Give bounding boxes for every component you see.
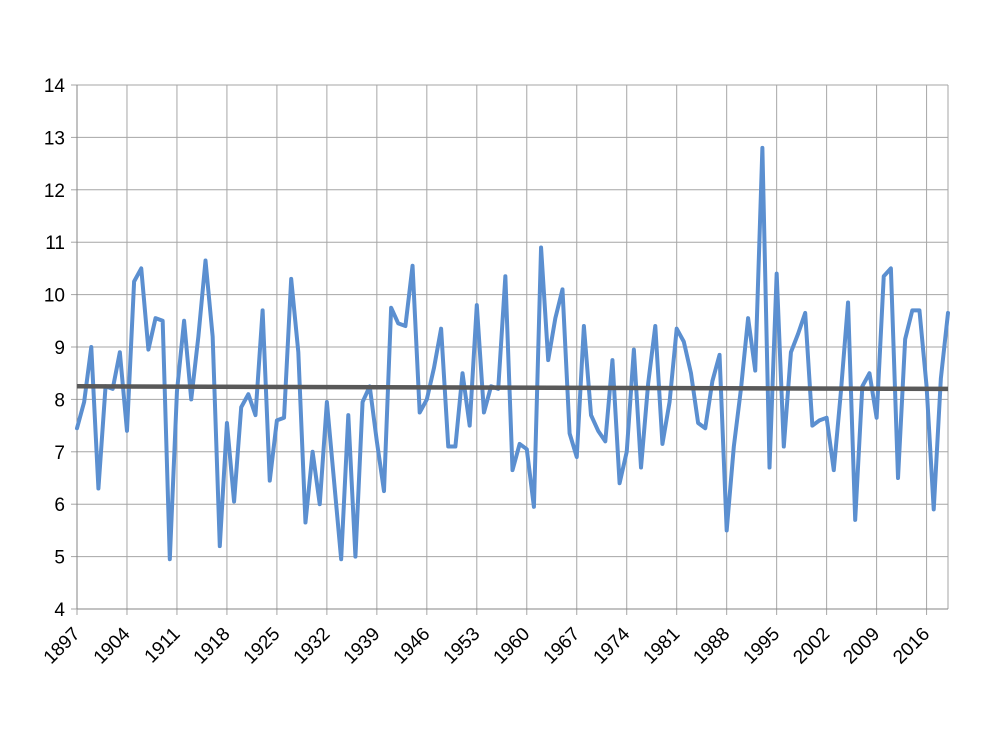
- x-tick-label: 1904: [90, 623, 135, 668]
- trend-line: [76, 384, 949, 392]
- x-tick-label: 2009: [839, 624, 884, 669]
- y-tick-label: 8: [54, 390, 65, 411]
- axes: [71, 84, 948, 615]
- x-tick-label: 1995: [739, 624, 784, 669]
- x-tick-label: 1932: [290, 624, 335, 669]
- y-tick-label: 11: [45, 233, 65, 254]
- x-tick-label: 2016: [889, 624, 934, 669]
- y-tick-label: 9: [54, 338, 65, 359]
- x-tick-label: 1981: [639, 624, 684, 669]
- y-tick-label: 6: [54, 495, 65, 516]
- y-tick-label: 13: [44, 128, 65, 149]
- x-tick-labels: 1897 1904 1911 1918 1925 1932 1939 1946 1953 1960…: [40, 623, 934, 668]
- y-tick-labels: 4 5 6 7 8 9 10 11 12 13 14: [44, 76, 66, 621]
- x-tick-label: 1918: [190, 624, 235, 669]
- x-tick-label: 1897: [40, 624, 85, 669]
- x-tick-label: 1946: [390, 624, 435, 669]
- series-line-annual: [75, 145, 950, 562]
- x-tick-label: 1925: [240, 624, 285, 669]
- x-tick-label: 1988: [689, 624, 734, 669]
- y-tick-label: 14: [44, 76, 66, 97]
- x-tick-label: 1939: [340, 624, 385, 669]
- series-layer: [75, 145, 950, 562]
- y-tick-label: 10: [44, 286, 65, 307]
- x-tick-label: 1974: [590, 623, 635, 668]
- grid: [76, 84, 949, 610]
- x-tick-label: 1953: [440, 624, 485, 669]
- x-tick-label: 2002: [789, 624, 834, 669]
- y-tick-label: 4: [54, 600, 65, 621]
- y-tick-label: 5: [54, 548, 65, 569]
- x-tick-label: 1967: [540, 624, 585, 669]
- x-tick-label: 1911: [141, 624, 185, 668]
- y-tick-label: 12: [44, 181, 65, 202]
- y-tick-label: 7: [54, 443, 65, 464]
- x-tick-label: 1960: [490, 624, 535, 669]
